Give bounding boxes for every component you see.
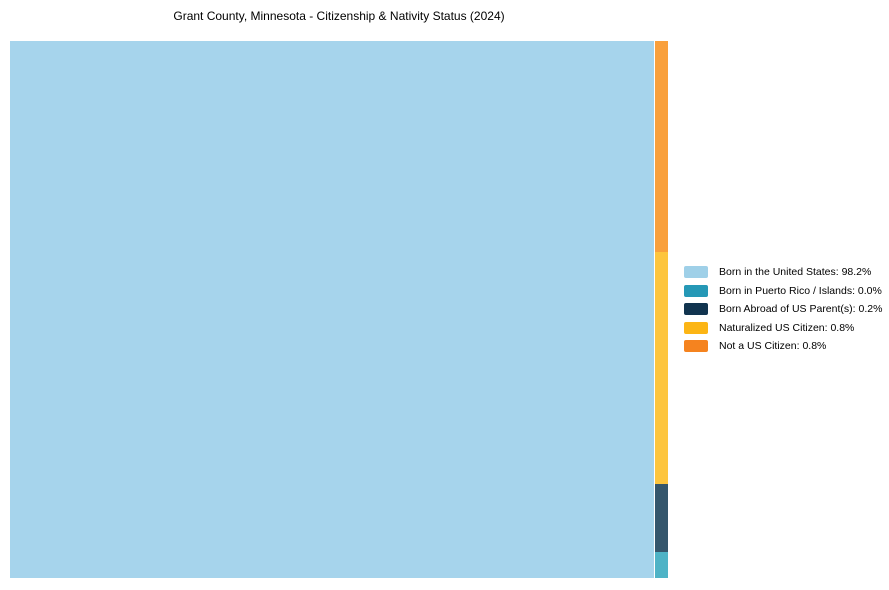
chart-title: Grant County, Minnesota - Citizenship & … xyxy=(173,9,505,23)
legend-item-label: Naturalized US Citizen: 0.8% xyxy=(719,321,855,334)
legend-swatch-icon xyxy=(684,340,708,352)
legend-item-3[interactable]: Naturalized US Citizen: 0.8% xyxy=(684,321,882,334)
treemap-cell-2[interactable] xyxy=(655,484,668,552)
legend-item-label: Born Abroad of US Parent(s): 0.2% xyxy=(719,303,883,315)
legend-item-4[interactable]: Not a US Citizen: 0.8% xyxy=(684,340,882,352)
treemap-cell-4[interactable] xyxy=(655,41,668,252)
legend-item-label: Born in Puerto Rico / Islands: 0.0% xyxy=(719,284,882,297)
treemap-cell-1[interactable] xyxy=(655,552,668,578)
treemap-plot xyxy=(10,41,668,578)
legend: Born in the United States: 98.2% Born in … xyxy=(684,266,882,359)
legend-swatch-icon xyxy=(684,321,708,334)
treemap-cell-0[interactable] xyxy=(10,41,654,578)
legend-swatch-icon xyxy=(684,266,708,278)
legend-item-1[interactable]: Born in Puerto Rico / Islands: 0.0% xyxy=(684,284,882,297)
legend-swatch-icon xyxy=(684,303,708,315)
legend-item-label: Born in the United States: 98.2% xyxy=(719,266,872,278)
treemap-cell-3[interactable] xyxy=(655,252,668,484)
legend-item-label: Not a US Citizen: 0.8% xyxy=(719,340,827,352)
legend-item-0[interactable]: Born in the United States: 98.2% xyxy=(684,266,882,278)
legend-swatch-icon xyxy=(684,284,708,297)
legend-item-2[interactable]: Born Abroad of US Parent(s): 0.2% xyxy=(684,303,882,315)
